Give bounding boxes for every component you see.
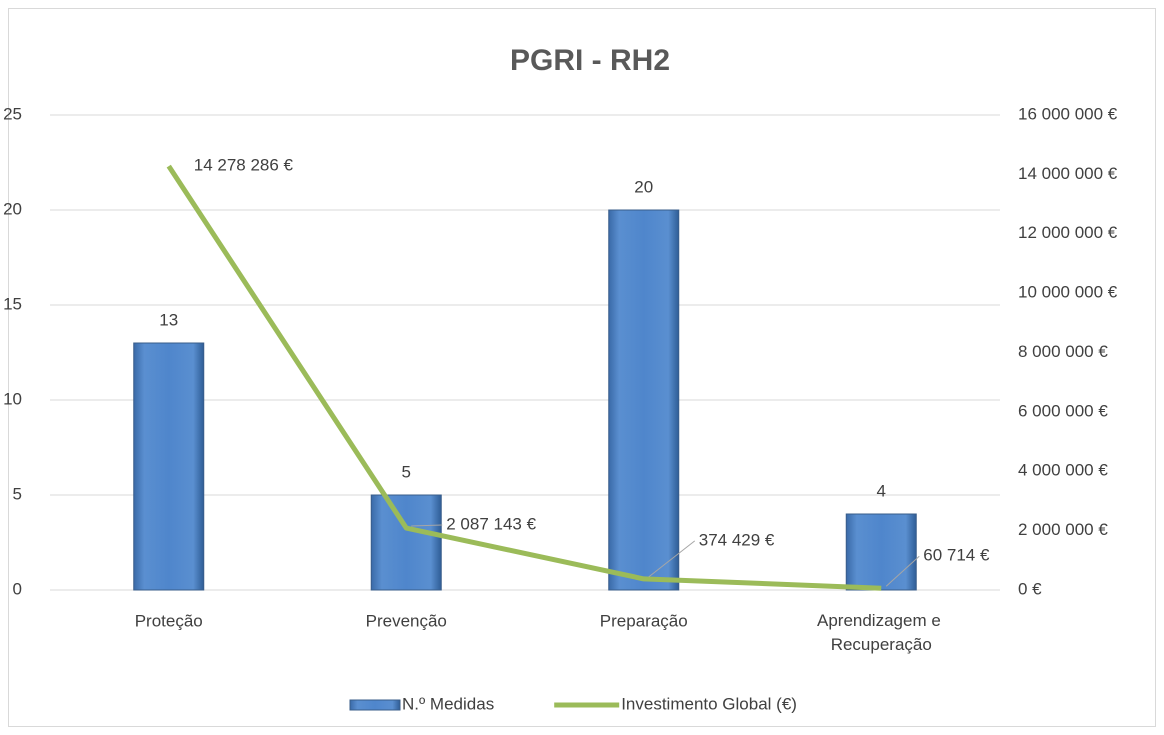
bar-value-label: 20 (634, 177, 653, 196)
bar (608, 209, 680, 591)
y2-tick-label: 2 000 000 € (1018, 520, 1108, 539)
bar-value-label: 4 (877, 481, 886, 500)
line-value-label: 2 087 143 € (446, 515, 536, 534)
x-tick-label: Aprendizagem e Recuperação (817, 611, 946, 654)
line-value-label: 60 714 € (923, 546, 990, 565)
bar-value-label: 5 (402, 462, 411, 481)
legend-swatch (349, 699, 401, 711)
y2-tick-label: 12 000 000 € (1018, 223, 1118, 242)
bar-value-label: 13 (159, 310, 178, 329)
y-tick-label: 0 (13, 579, 22, 598)
chart-title: PGRI - RH2 (510, 44, 670, 77)
y2-tick-label: 6 000 000 € (1018, 401, 1108, 420)
leader-line (411, 524, 443, 527)
bar (133, 342, 205, 591)
bar (845, 513, 917, 591)
y2-tick-label: 4 000 000 € (1018, 461, 1108, 480)
y2-tick-label: 0 € (1018, 579, 1042, 598)
y-tick-label: 5 (13, 484, 22, 503)
bar (370, 494, 442, 591)
y-tick-label: 20 (3, 199, 22, 218)
y2-tick-label: 16 000 000 € (1018, 104, 1118, 123)
y-tick-label: 25 (3, 104, 22, 123)
legend-label: N.º Medidas (402, 694, 494, 713)
x-tick-label: Prevenção (366, 611, 447, 630)
x-tick-label: Proteção (135, 611, 203, 630)
y2-tick-label: 14 000 000 € (1018, 164, 1118, 183)
y2-tick-label: 10 000 000 € (1018, 283, 1118, 302)
line-value-label: 14 278 286 € (194, 156, 294, 175)
line-value-label: 374 429 € (699, 530, 775, 549)
leader-line (885, 555, 920, 587)
y2-tick-label: 8 000 000 € (1018, 342, 1108, 361)
leader-line (648, 540, 696, 578)
x-tick-label: Preparação (600, 611, 688, 630)
legend-label: Investimento Global (€) (621, 694, 797, 713)
line (166, 164, 882, 591)
y-tick-label: 10 (3, 389, 22, 408)
y-tick-label: 15 (3, 294, 22, 313)
